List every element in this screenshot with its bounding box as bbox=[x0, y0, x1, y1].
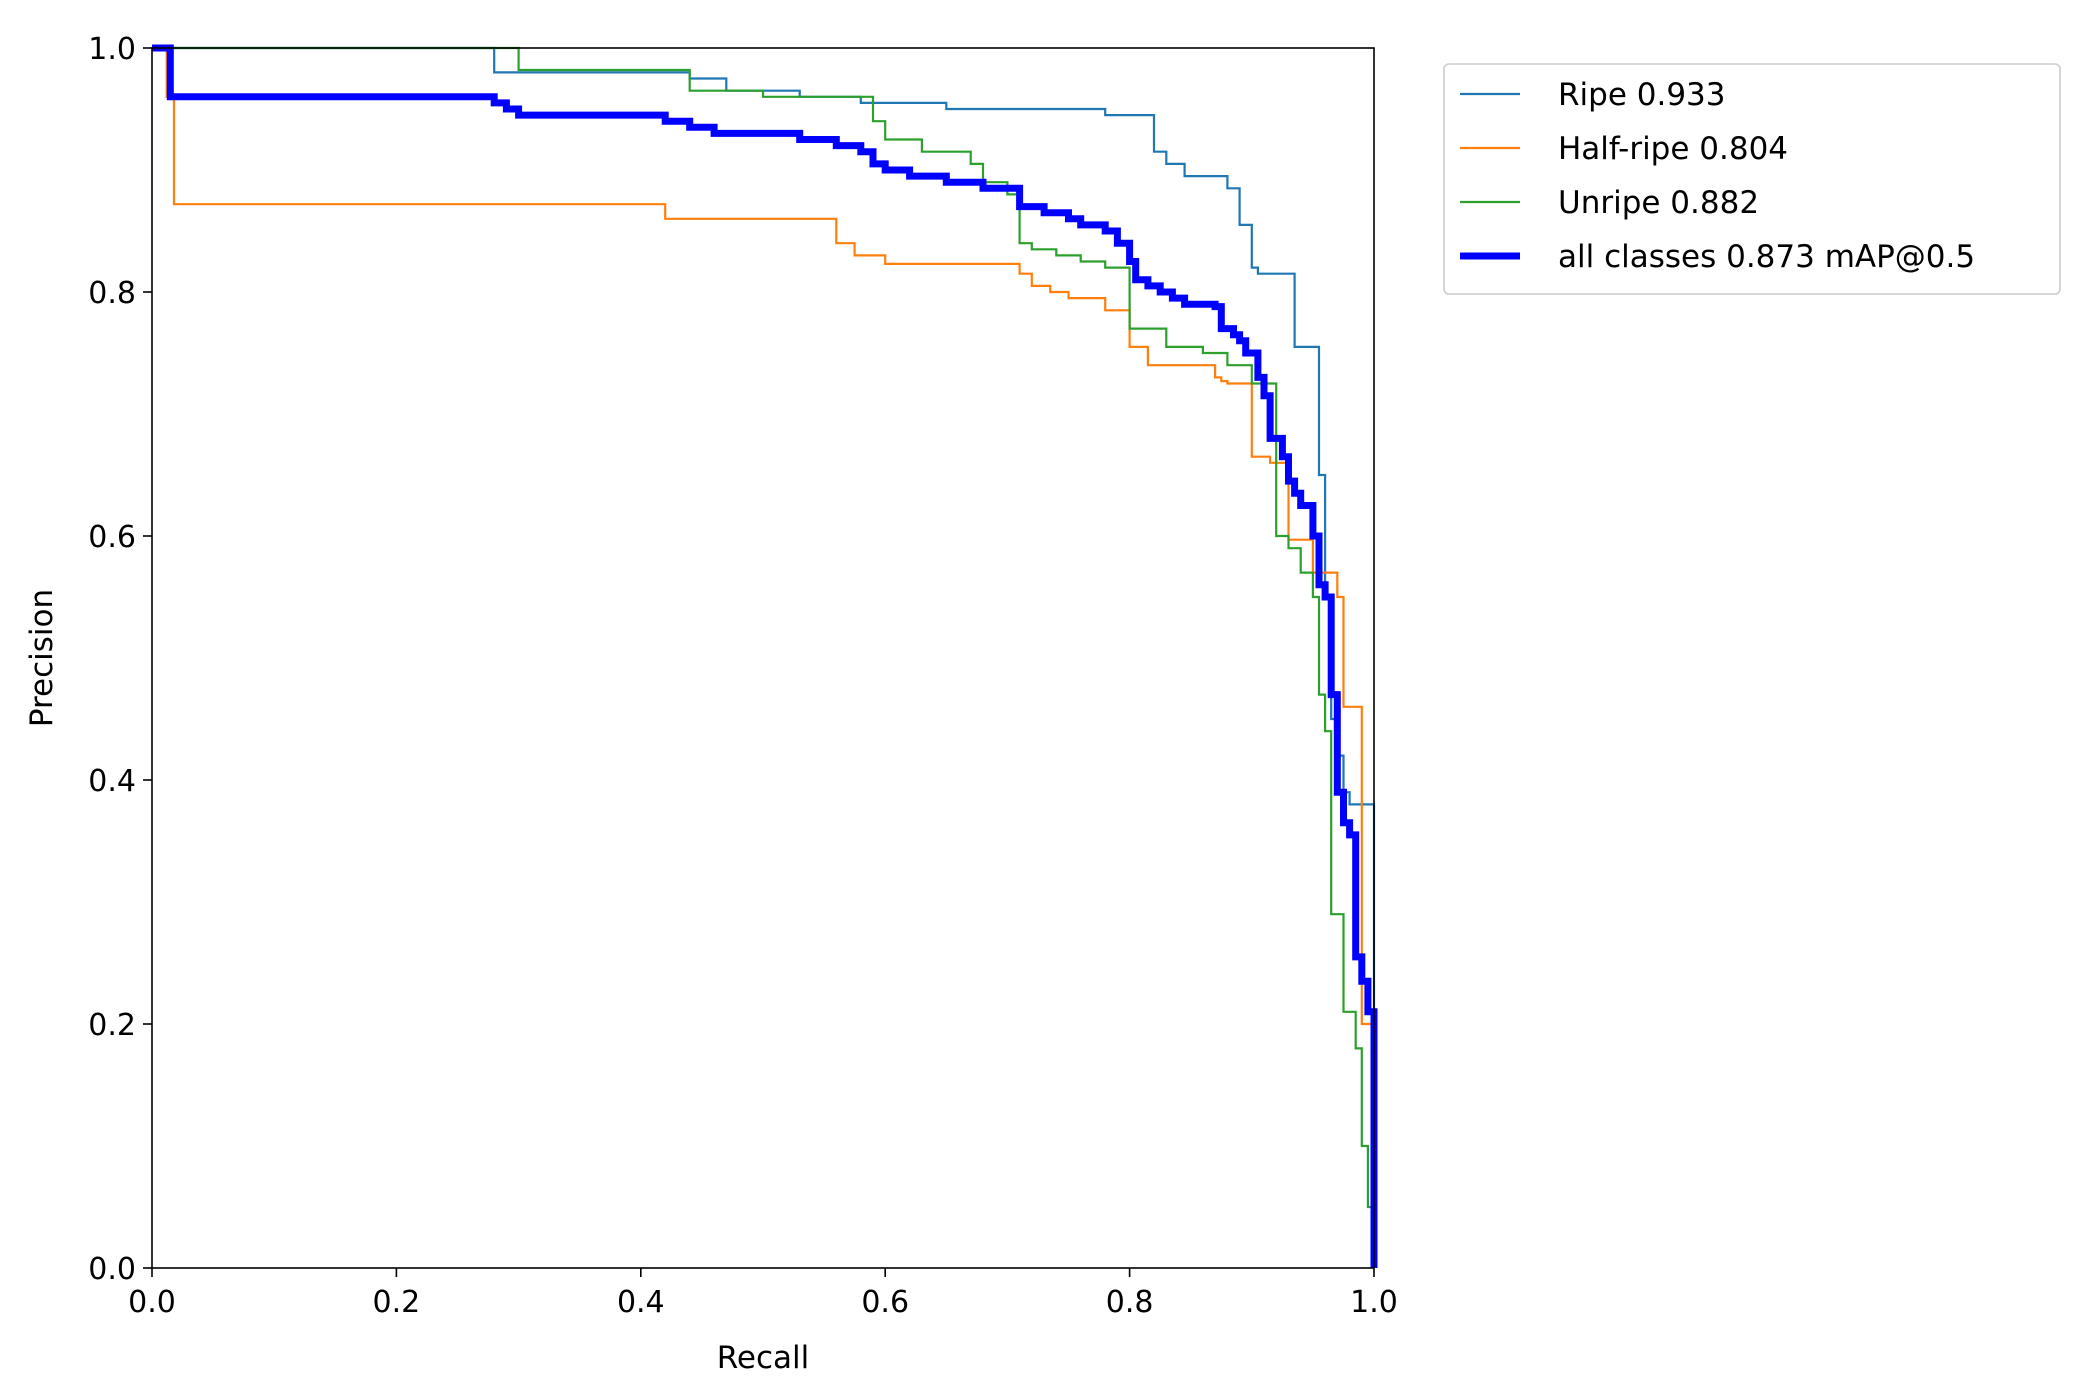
x-tick-label: 0.8 bbox=[1106, 1285, 1154, 1320]
y-tick-label: 0.4 bbox=[88, 764, 136, 799]
legend-label-0: Ripe 0.933 bbox=[1558, 77, 1726, 113]
legend-label-3: all classes 0.873 mAP@0.5 bbox=[1558, 239, 1975, 275]
y-tick-label: 0.8 bbox=[88, 276, 136, 311]
series-line-3 bbox=[152, 44, 1378, 1268]
y-tick-label: 1.0 bbox=[88, 32, 136, 67]
y-axis-label: Precision bbox=[24, 589, 60, 727]
x-tick-label: 0.0 bbox=[128, 1285, 176, 1320]
series-line-2 bbox=[152, 46, 1376, 1268]
y-tick-label: 0.6 bbox=[88, 520, 136, 555]
axes-frame bbox=[151, 47, 1375, 1269]
y-tick-label: 0.0 bbox=[88, 1252, 136, 1287]
legend-label-2: Unripe 0.882 bbox=[1558, 185, 1759, 221]
legend-box bbox=[1443, 63, 2061, 295]
x-tick-label: 1.0 bbox=[1350, 1285, 1398, 1320]
x-axis: 0.0 0.2 0.4 0.6 0.8 1.0 bbox=[128, 1268, 1398, 1320]
x-tick-label: 0.6 bbox=[861, 1285, 909, 1320]
legend: Ripe 0.933 Half-ripe 0.804 Unripe 0.882 all… bbox=[1443, 63, 2061, 295]
y-axis: 0.0 0.2 0.4 0.6 0.8 1.0 bbox=[88, 32, 152, 1287]
series-group bbox=[152, 44, 1378, 1268]
y-tick-label: 0.2 bbox=[88, 1008, 136, 1043]
x-axis-label: Recall bbox=[717, 1340, 810, 1376]
x-tick-label: 0.4 bbox=[617, 1285, 665, 1320]
legend-label-1: Half-ripe 0.804 bbox=[1558, 131, 1788, 167]
x-tick-label: 0.2 bbox=[373, 1285, 421, 1320]
